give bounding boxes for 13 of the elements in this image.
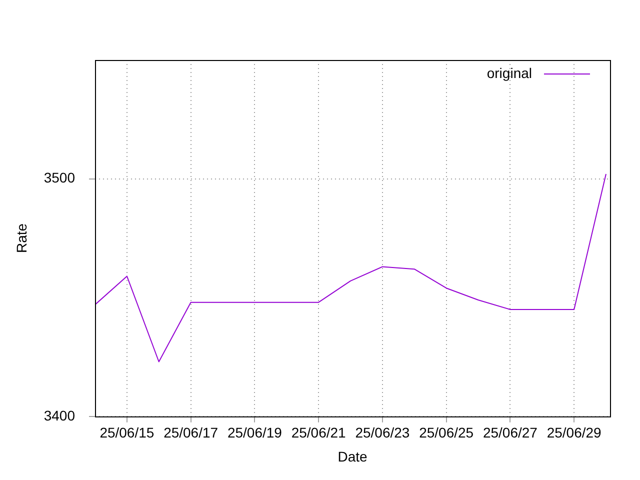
x-tick-label: 25/06/29 [546, 424, 602, 441]
x-tick-label: 25/06/27 [482, 424, 538, 441]
x-tick-label: 25/06/25 [419, 424, 474, 441]
y-axis-title: Rate [13, 223, 30, 253]
x-axis-title: Date [338, 448, 368, 464]
x-tick-label: 25/06/19 [227, 424, 282, 441]
y-tick-label: 3400 [44, 407, 76, 424]
x-tick-label: 25/06/21 [291, 424, 346, 441]
y-tick-label: 3500 [44, 170, 76, 186]
x-tick-label: 25/06/17 [164, 424, 218, 441]
legend-label: original [486, 64, 532, 81]
x-tick-label: 25/06/23 [355, 424, 410, 441]
x-tick-label: 25/06/15 [100, 424, 154, 441]
